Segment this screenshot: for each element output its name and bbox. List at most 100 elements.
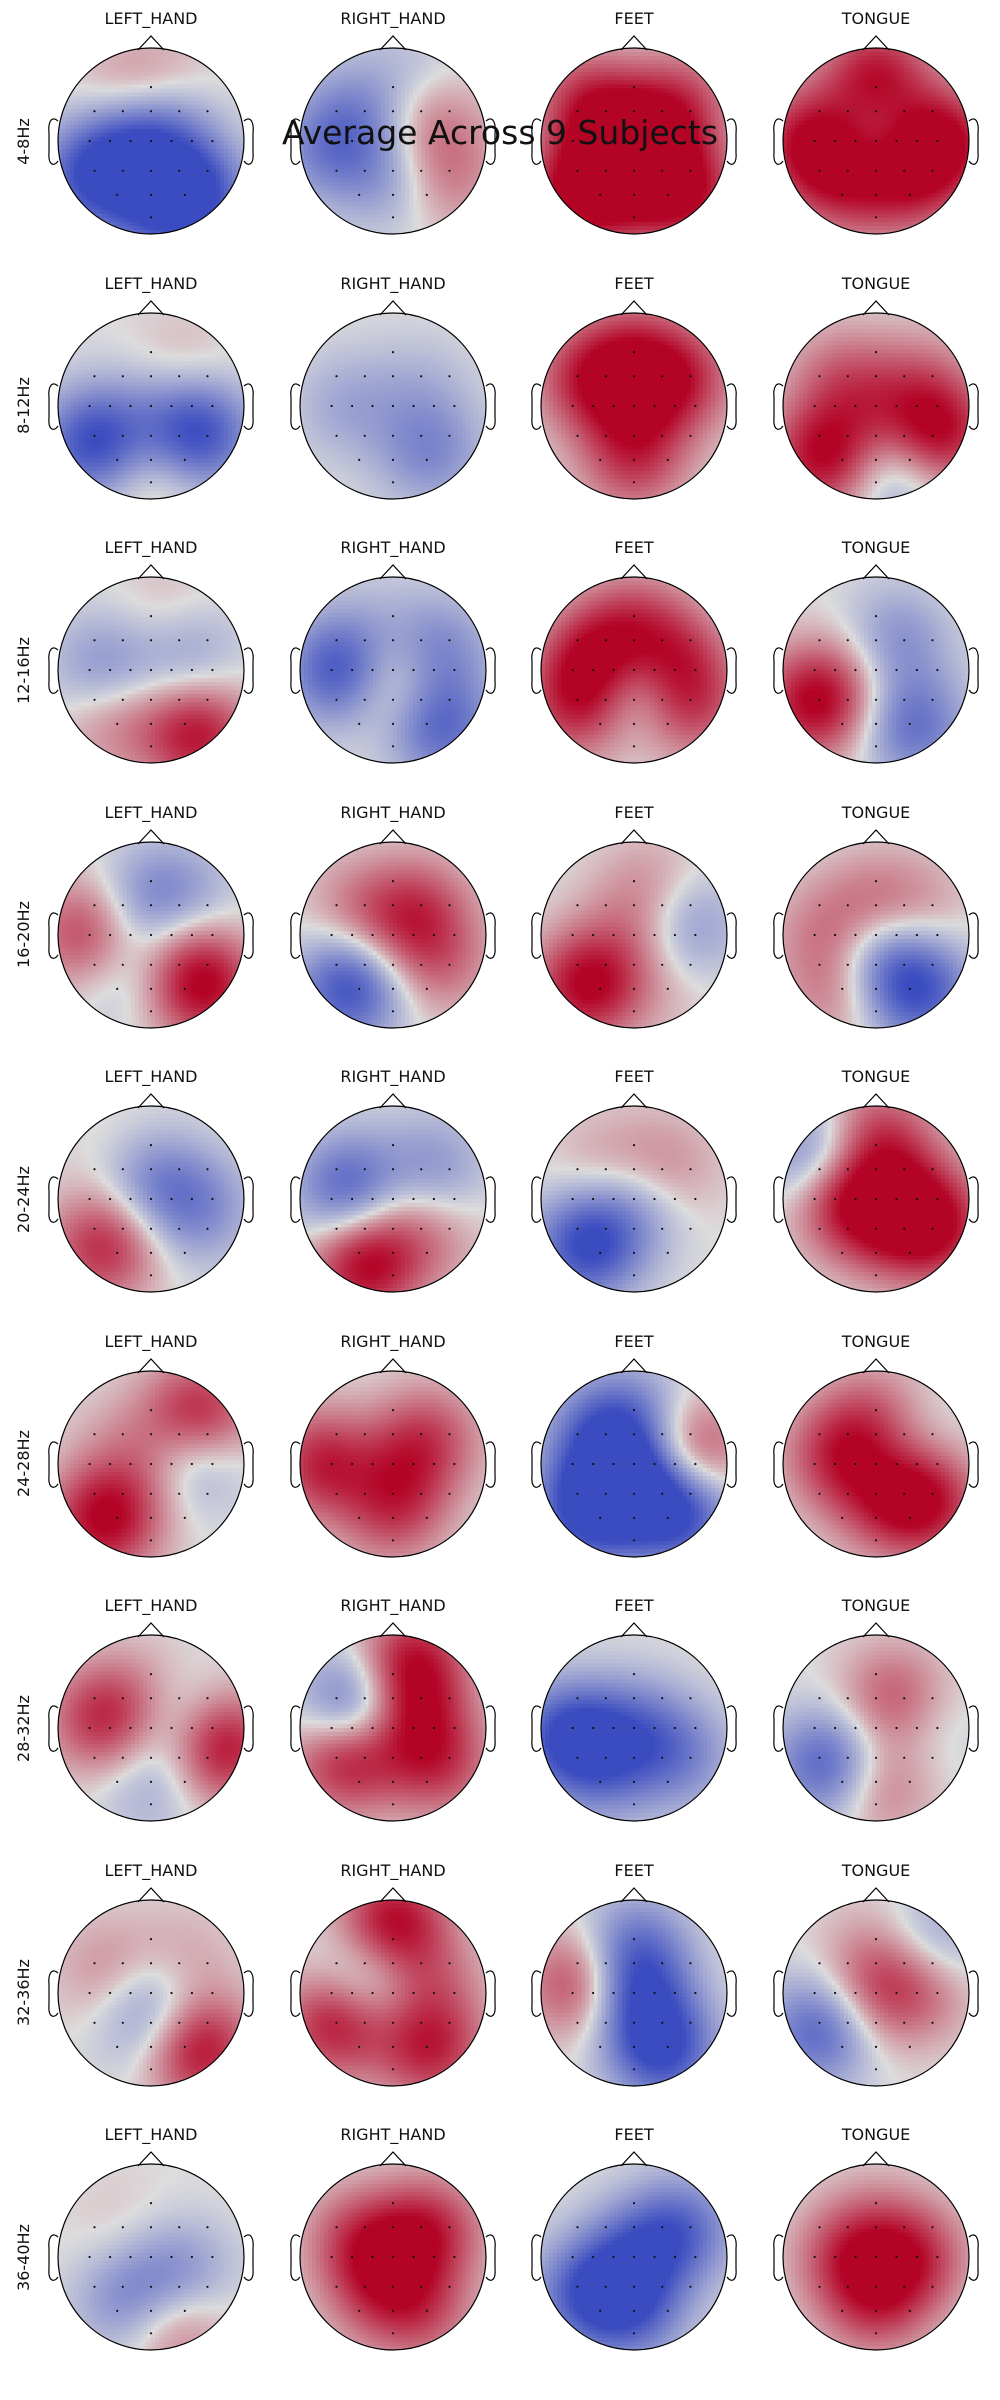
left-ear xyxy=(291,2235,300,2280)
sensor-dot xyxy=(364,699,366,701)
left-ear xyxy=(49,2235,58,2280)
sensor-dot xyxy=(364,1168,366,1170)
sensor-dot xyxy=(605,639,607,641)
sensor-dot xyxy=(903,1433,905,1435)
sensor-dot xyxy=(633,963,635,965)
sensor-dot xyxy=(875,1516,877,1518)
sensor-dot xyxy=(814,1991,816,1993)
sensor-dot xyxy=(903,1228,905,1230)
sensor-dot xyxy=(178,1168,180,1170)
sensor-dot xyxy=(633,699,635,701)
sensor-dot xyxy=(392,2286,394,2288)
sensor-dot xyxy=(150,615,152,617)
sensor-dot xyxy=(875,404,877,406)
sensor-dot xyxy=(903,699,905,701)
class-title: TONGUE xyxy=(776,1066,976,1088)
sensor-dot xyxy=(694,1991,696,1993)
sensor-dot xyxy=(109,933,111,935)
sensor-dot xyxy=(818,1697,820,1699)
sensor-dot xyxy=(358,2310,360,2312)
sensor-dot xyxy=(448,1168,450,1170)
sensor-dot xyxy=(909,2310,911,2312)
sensor-dot xyxy=(576,2286,578,2288)
sensor-dot xyxy=(433,1991,435,1993)
sensor-dot xyxy=(392,1991,394,1993)
right-ear xyxy=(727,1441,736,1486)
sensor-dot xyxy=(420,2021,422,2023)
sensor-dot xyxy=(420,1757,422,1759)
sensor-dot xyxy=(936,1991,938,1993)
sensor-dot xyxy=(875,86,877,88)
sensor-dot xyxy=(633,1516,635,1518)
sensor-dot xyxy=(331,404,333,406)
sensor-dot xyxy=(633,745,635,747)
sensor-dot xyxy=(211,404,213,406)
sensor-dot xyxy=(612,1462,614,1464)
sensor-dot xyxy=(633,1539,635,1541)
sensor-dot xyxy=(572,669,574,671)
left-ear xyxy=(532,1441,541,1486)
sensor-dot xyxy=(903,375,905,377)
sensor-dot xyxy=(599,458,601,460)
sensor-dot xyxy=(448,1228,450,1230)
sensor-dot xyxy=(847,434,849,436)
sensor-dot xyxy=(150,1781,152,1783)
sensor-dot xyxy=(903,963,905,965)
sensor-dot xyxy=(206,904,208,906)
sensor-dot xyxy=(689,2286,691,2288)
sensor-dot xyxy=(931,904,933,906)
sensor-dot xyxy=(633,2310,635,2312)
sensor-dot xyxy=(129,1991,131,1993)
right-ear xyxy=(969,1706,978,1751)
right-ear xyxy=(727,1706,736,1751)
sensor-dot xyxy=(170,669,172,671)
sensor-dot xyxy=(847,2286,849,2288)
sensor-dot xyxy=(936,1727,938,1729)
sensor-dot xyxy=(694,2256,696,2258)
sensor-dot xyxy=(191,1198,193,1200)
sensor-dot xyxy=(150,86,152,88)
sensor-dot xyxy=(653,1198,655,1200)
sensor-dot xyxy=(576,1757,578,1759)
topomap-4-3 xyxy=(769,1092,983,1306)
sensor-dot xyxy=(667,723,669,725)
left-ear xyxy=(291,1970,300,2015)
sensor-dot xyxy=(633,1697,635,1699)
sensor-dot xyxy=(178,1962,180,1964)
sensor-dot xyxy=(689,639,691,641)
sensor-dot xyxy=(576,1433,578,1435)
sensor-dot xyxy=(612,933,614,935)
sensor-dot xyxy=(818,963,820,965)
sensor-dot xyxy=(426,2045,428,2047)
sensor-dot xyxy=(875,1433,877,1435)
sensor-dot xyxy=(854,404,856,406)
sensor-dot xyxy=(206,1697,208,1699)
sensor-dot xyxy=(150,481,152,483)
sensor-dot xyxy=(178,110,180,112)
sensor-dot xyxy=(129,1727,131,1729)
sensor-dot xyxy=(916,140,918,142)
class-title: FEET xyxy=(534,8,734,30)
sensor-dot xyxy=(689,904,691,906)
sensor-dot xyxy=(426,2310,428,2312)
sensor-dot xyxy=(633,1991,635,1993)
sensor-dot xyxy=(211,1991,213,1993)
sensor-dot xyxy=(448,1757,450,1759)
sensor-dot xyxy=(93,1492,95,1494)
sensor-dot xyxy=(903,110,905,112)
sensor-dot xyxy=(448,639,450,641)
sensor-dot xyxy=(420,1962,422,1964)
sensor-dot xyxy=(150,1228,152,1230)
sensor-dot xyxy=(426,1516,428,1518)
sensor-dot xyxy=(150,880,152,882)
sensor-dot xyxy=(605,375,607,377)
sensor-dot xyxy=(875,1198,877,1200)
sensor-dot xyxy=(576,2021,578,2023)
sensor-dot xyxy=(433,669,435,671)
sensor-dot xyxy=(364,1697,366,1699)
sensor-dot xyxy=(599,2310,601,2312)
sensor-dot xyxy=(847,904,849,906)
sensor-dot xyxy=(689,1433,691,1435)
sensor-dot xyxy=(875,2332,877,2334)
topomap-5-2 xyxy=(527,1357,741,1571)
